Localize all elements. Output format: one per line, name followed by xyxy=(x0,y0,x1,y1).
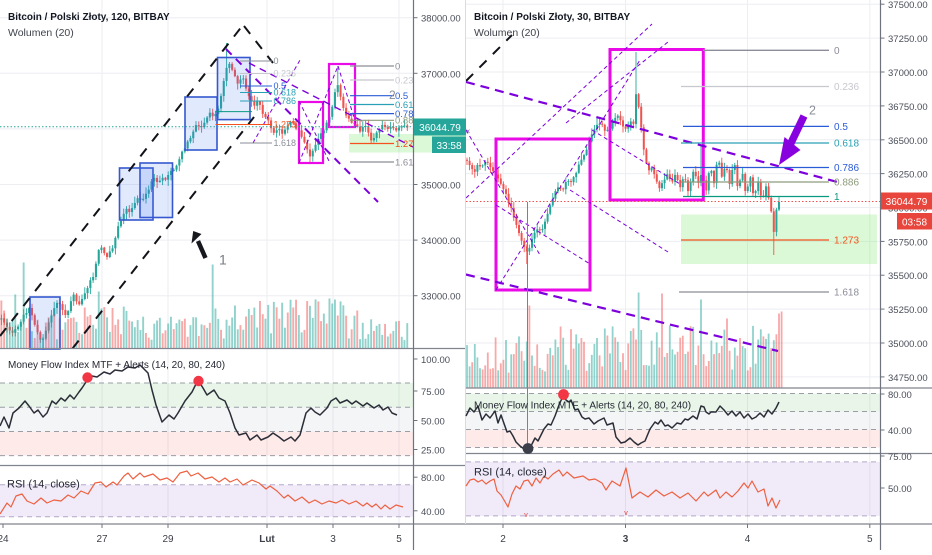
svg-text:0.5: 0.5 xyxy=(274,81,287,91)
svg-text:36044.79: 36044.79 xyxy=(886,197,928,208)
svg-text:100.00: 100.00 xyxy=(421,355,450,366)
svg-text:0.5: 0.5 xyxy=(834,122,848,133)
svg-text:Wolumen (20): Wolumen (20) xyxy=(8,27,74,39)
svg-text:0.61: 0.61 xyxy=(395,100,414,111)
svg-text:35250.00: 35250.00 xyxy=(888,305,928,316)
svg-text:1.273: 1.273 xyxy=(274,120,297,130)
svg-text:36750.00: 36750.00 xyxy=(888,102,928,113)
svg-text:50.00: 50.00 xyxy=(421,417,445,428)
svg-text:80.00: 80.00 xyxy=(421,473,445,484)
svg-text:5: 5 xyxy=(396,534,402,545)
svg-text:33000.00: 33000.00 xyxy=(421,292,461,303)
svg-text:Money Flow Index MTF + Alerts: Money Flow Index MTF + Alerts (14, 20, 8… xyxy=(8,360,225,371)
svg-text:37000.00: 37000.00 xyxy=(888,68,928,79)
svg-text:0.236: 0.236 xyxy=(834,82,859,93)
svg-text:75.00: 75.00 xyxy=(421,387,445,398)
svg-text:1.273: 1.273 xyxy=(834,236,859,247)
svg-text:0.618: 0.618 xyxy=(274,88,297,98)
svg-text:0.618: 0.618 xyxy=(834,139,859,150)
svg-text:0: 0 xyxy=(395,61,400,72)
svg-text:38000.00: 38000.00 xyxy=(421,14,461,25)
svg-text:35000.00: 35000.00 xyxy=(888,339,928,350)
svg-text:0.88: 0.88 xyxy=(395,116,414,127)
svg-text:v: v xyxy=(624,510,628,517)
svg-text:1.618: 1.618 xyxy=(834,288,859,299)
svg-text:40.00: 40.00 xyxy=(421,507,445,518)
svg-text:Lut: Lut xyxy=(259,534,275,545)
svg-text:0: 0 xyxy=(274,56,279,66)
svg-text:24: 24 xyxy=(0,534,9,545)
svg-text:2: 2 xyxy=(809,104,816,118)
svg-text:Money Flow Index MTF + Alerts: Money Flow Index MTF + Alerts (14, 20, 8… xyxy=(474,401,691,412)
svg-text:0.78: 0.78 xyxy=(395,109,414,120)
svg-text:0.786: 0.786 xyxy=(274,96,297,106)
svg-text:Bitcoin / Polski Złoty, 120, B: Bitcoin / Polski Złoty, 120, BITBAY xyxy=(8,12,170,23)
svg-text:34000.00: 34000.00 xyxy=(421,236,461,247)
svg-text:1: 1 xyxy=(834,192,840,203)
svg-text:1.61: 1.61 xyxy=(395,157,414,168)
svg-text:03:58: 03:58 xyxy=(902,217,927,228)
svg-text:0.786: 0.786 xyxy=(834,163,859,174)
svg-text:0.23: 0.23 xyxy=(395,75,414,86)
svg-text:34750.00: 34750.00 xyxy=(888,373,928,384)
svg-text:1: 1 xyxy=(219,252,227,268)
svg-text:0.236: 0.236 xyxy=(274,69,297,79)
svg-text:36250.00: 36250.00 xyxy=(888,170,928,181)
svg-text:40.00: 40.00 xyxy=(888,426,912,437)
svg-text:v: v xyxy=(524,512,528,519)
svg-text:0: 0 xyxy=(834,46,840,57)
svg-text:35750.00: 35750.00 xyxy=(888,237,928,248)
svg-text:35000.00: 35000.00 xyxy=(421,181,461,192)
svg-text:3: 3 xyxy=(330,534,336,545)
svg-text:0.5: 0.5 xyxy=(395,91,408,102)
svg-text:Bitcoin / Polski Złoty, 30, BI: Bitcoin / Polski Złoty, 30, BITBAY xyxy=(474,12,630,23)
svg-text:RSI (14, close): RSI (14, close) xyxy=(474,467,547,479)
svg-text:×: × xyxy=(466,127,471,136)
svg-text:1.618: 1.618 xyxy=(274,138,297,148)
svg-text:37500.00: 37500.00 xyxy=(888,0,928,11)
svg-text:4: 4 xyxy=(745,534,751,545)
svg-text:3: 3 xyxy=(623,534,629,545)
svg-text:35500.00: 35500.00 xyxy=(888,271,928,282)
svg-text:2: 2 xyxy=(500,534,506,545)
svg-text:36500.00: 36500.00 xyxy=(888,136,928,147)
svg-text:0.886: 0.886 xyxy=(834,178,859,189)
svg-text:36044.79: 36044.79 xyxy=(419,123,461,134)
svg-text:27: 27 xyxy=(96,534,108,545)
svg-text:2: 2 xyxy=(389,88,396,102)
svg-text:25.00: 25.00 xyxy=(421,446,445,457)
svg-text:37250.00: 37250.00 xyxy=(888,34,928,45)
svg-text:80.00: 80.00 xyxy=(888,390,912,401)
svg-text:RSI (14, close): RSI (14, close) xyxy=(7,479,80,491)
svg-text:50.00: 50.00 xyxy=(888,484,912,495)
svg-text:1.27: 1.27 xyxy=(395,139,414,150)
svg-text:37000.00: 37000.00 xyxy=(421,69,461,80)
svg-text:75.00: 75.00 xyxy=(888,452,912,463)
svg-text:33:58: 33:58 xyxy=(436,141,461,152)
svg-text:29: 29 xyxy=(162,534,174,545)
svg-text:5: 5 xyxy=(867,534,873,545)
svg-text:Wolumen (20): Wolumen (20) xyxy=(474,27,540,39)
